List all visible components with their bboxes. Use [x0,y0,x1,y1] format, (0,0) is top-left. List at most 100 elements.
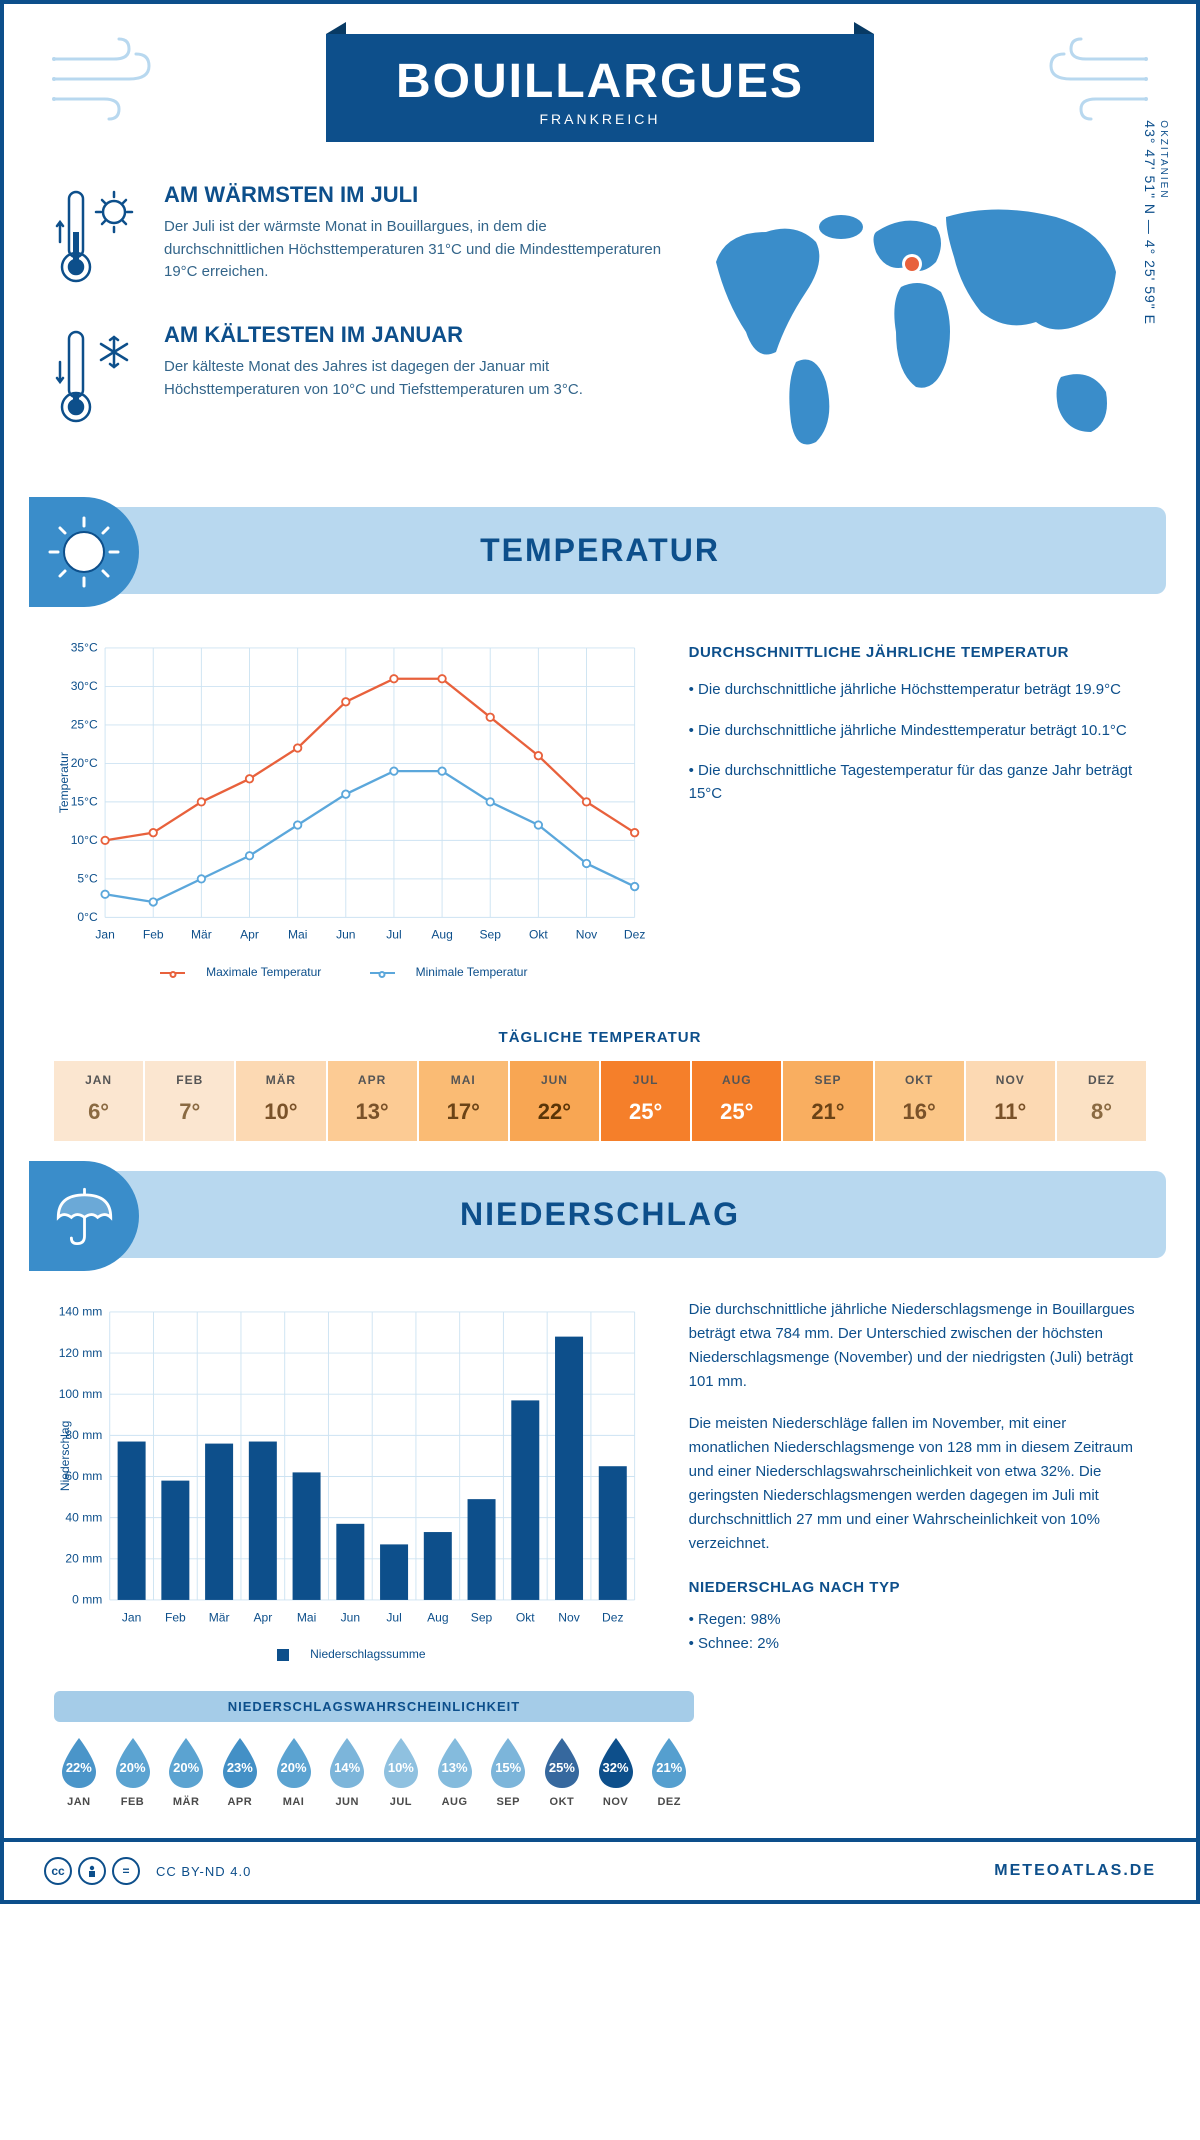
precip-description: Die durchschnittliche jährliche Niedersc… [689,1298,1146,1661]
precip-probability: NIEDERSCHLAGSWAHRSCHEINLICHKEIT 22% JAN … [54,1691,694,1808]
wind-icon [44,34,164,124]
svg-text:100 mm: 100 mm [59,1387,103,1401]
temp-bullet: • Die durchschnittliche Tagestemperatur … [689,760,1146,805]
intro-section: AM WÄRMSTEN IM JULI Der Juli ist der wär… [4,162,1196,497]
sun-icon [29,497,139,607]
svg-text:25°C: 25°C [71,718,98,732]
thermometer-sun-icon [54,182,144,297]
nd-icon: = [112,1857,140,1885]
precip-title: NIEDERSCHLAG [59,1196,1141,1233]
svg-text:35°C: 35°C [71,641,98,655]
daily-cell: AUG25° [692,1061,783,1141]
prob-cell: 32% NOV [591,1734,641,1808]
svg-text:Aug: Aug [431,928,452,942]
daily-cell: NOV11° [966,1061,1057,1141]
page-header: BOUILLARGUES FRANKREICH [4,4,1196,162]
svg-text:Feb: Feb [165,1610,186,1624]
svg-text:Aug: Aug [427,1610,448,1624]
prob-cell: 20% MAI [269,1734,319,1808]
daily-cell: SEP21° [783,1061,874,1141]
temperature-notes: DURCHSCHNITTLICHE JÄHRLICHE TEMPERATUR •… [689,634,1146,979]
world-map: OKZITANIEN 43° 47' 51" N — 4° 25' 59" E [696,182,1146,467]
country-name: FRANKREICH [396,111,804,127]
coldest-title: AM KÄLTESTEN IM JANUAR [164,322,666,348]
daily-cell: JAN6° [54,1061,145,1141]
by-icon [78,1857,106,1885]
svg-text:Jun: Jun [336,928,355,942]
svg-text:Apr: Apr [240,928,259,942]
cc-icon: cc [44,1857,72,1885]
prob-cell: 10% JUL [376,1734,426,1808]
svg-text:5°C: 5°C [77,872,98,886]
svg-text:Jul: Jul [386,928,401,942]
svg-text:Mai: Mai [297,1610,316,1624]
license-block: cc = CC BY-ND 4.0 [44,1857,251,1885]
svg-text:Jan: Jan [95,928,114,942]
prob-cell: 20% MÄR [161,1734,211,1808]
thermometer-snow-icon [54,322,144,437]
svg-text:20 mm: 20 mm [65,1551,102,1565]
daily-temp-title: TÄGLICHE TEMPERATUR [4,1029,1196,1046]
daily-cell: JUN22° [510,1061,601,1141]
svg-text:Sep: Sep [479,928,501,942]
prob-cell: 20% FEB [108,1734,158,1808]
svg-text:Okt: Okt [529,928,548,942]
svg-text:140 mm: 140 mm [59,1305,103,1319]
prob-cell: 14% JUN [322,1734,372,1808]
daily-cell: MAI17° [419,1061,510,1141]
coldest-block: AM KÄLTESTEN IM JANUAR Der kälteste Mona… [54,322,666,437]
daily-cell: JUL25° [601,1061,692,1141]
svg-text:0 mm: 0 mm [72,1593,102,1607]
svg-text:Niederschlag: Niederschlag [58,1421,72,1491]
svg-text:15°C: 15°C [71,795,98,809]
svg-text:120 mm: 120 mm [59,1346,103,1360]
wind-icon [1036,34,1156,124]
svg-text:Jun: Jun [341,1610,360,1624]
svg-text:30°C: 30°C [71,679,98,693]
daily-cell: DEZ8° [1057,1061,1146,1141]
prob-cell: 15% SEP [483,1734,533,1808]
warmest-title: AM WÄRMSTEN IM JULI [164,182,666,208]
prob-cell: 21% DEZ [644,1734,694,1808]
precip-header: NIEDERSCHLAG [34,1171,1166,1258]
svg-text:Okt: Okt [516,1610,535,1624]
umbrella-icon [29,1161,139,1271]
temperature-title: TEMPERATUR [59,532,1141,569]
svg-text:Temperatur: Temperatur [57,752,71,813]
svg-text:Mai: Mai [288,928,307,942]
temp-bullet: • Die durchschnittliche jährliche Höchst… [689,679,1146,702]
temperature-line-chart: 0°C5°C10°C15°C20°C25°C30°C35°CJanFebMärA… [54,634,649,979]
svg-text:Feb: Feb [143,928,164,942]
svg-text:0°C: 0°C [77,910,98,924]
svg-text:Mär: Mär [191,928,212,942]
svg-text:20°C: 20°C [71,756,98,770]
coldest-text: Der kälteste Monat des Jahres ist dagege… [164,356,666,401]
daily-temp-table: JAN6° FEB7° MÄR10° APR13° MAI17° JUN22° … [54,1061,1146,1141]
svg-text:Dez: Dez [624,928,645,942]
warmest-text: Der Juli ist der wärmste Monat in Bouill… [164,216,666,284]
site-name: METEOATLAS.DE [994,1862,1156,1880]
prob-cell: 25% OKT [537,1734,587,1808]
city-name: BOUILLARGUES [396,54,804,109]
title-banner: BOUILLARGUES FRANKREICH [326,34,874,142]
temperature-header: TEMPERATUR [34,507,1166,594]
precip-type-bullet: • Schnee: 2% [689,1632,1146,1656]
daily-cell: MÄR10° [236,1061,327,1141]
temp-bullet: • Die durchschnittliche jährliche Mindes… [689,720,1146,743]
prob-cell: 23% APR [215,1734,265,1808]
daily-cell: APR13° [328,1061,419,1141]
page-footer: cc = CC BY-ND 4.0 METEOATLAS.DE [4,1838,1196,1900]
precip-type-bullet: • Regen: 98% [689,1608,1146,1632]
svg-text:Sep: Sep [471,1610,493,1624]
svg-text:Dez: Dez [602,1610,623,1624]
svg-text:Mär: Mär [209,1610,230,1624]
warmest-block: AM WÄRMSTEN IM JULI Der Juli ist der wär… [54,182,666,297]
precip-bar-chart: 0 mm20 mm40 mm60 mm80 mm100 mm120 mm140 … [54,1298,649,1661]
precip-legend: Niederschlagssumme [54,1647,649,1661]
svg-text:Apr: Apr [253,1610,272,1624]
svg-text:Jan: Jan [122,1610,141,1624]
prob-cell: 22% JAN [54,1734,104,1808]
daily-cell: FEB7° [145,1061,236,1141]
svg-text:Nov: Nov [558,1610,579,1624]
svg-text:Nov: Nov [576,928,597,942]
